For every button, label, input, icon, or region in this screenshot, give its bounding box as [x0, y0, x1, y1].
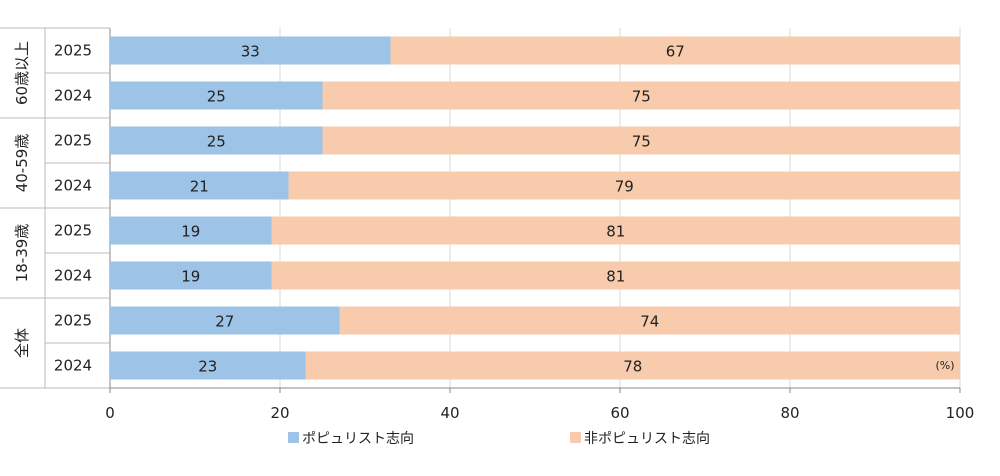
legend-swatch	[288, 432, 299, 443]
year-label: 2025	[54, 222, 92, 240]
data-label-populist: 25	[207, 133, 226, 151]
legend-label: ポピュリスト志向	[302, 431, 414, 447]
group-label: 18-39歳	[13, 224, 31, 283]
x-tick-label: 40	[440, 404, 459, 422]
data-label-non-populist: 74	[640, 313, 659, 331]
bar-populist	[110, 216, 272, 245]
data-label-populist: 33	[241, 43, 260, 61]
group-label: 60歳以上	[13, 41, 31, 105]
data-label-non-populist: 78	[623, 358, 642, 376]
bar-populist	[110, 306, 340, 335]
data-label-non-populist: 81	[606, 223, 625, 241]
group-label: 全体	[13, 328, 31, 358]
bar-populist	[110, 81, 323, 110]
bar-non-populist	[288, 171, 960, 200]
bar-populist	[110, 126, 323, 155]
data-label-populist: 27	[215, 313, 234, 331]
bar-populist	[110, 261, 272, 290]
bar-non-populist	[305, 351, 960, 380]
data-label-non-populist: 75	[632, 88, 651, 106]
data-label-non-populist: 79	[615, 178, 634, 196]
group-label: 40-59歳	[13, 134, 31, 193]
bar-non-populist	[271, 261, 960, 290]
data-label-non-populist: 81	[606, 268, 625, 286]
unit-label: (%)	[935, 359, 954, 372]
bar-populist	[110, 36, 391, 65]
legend-label: 非ポピュリスト志向	[584, 431, 710, 447]
legend: ポピュリスト志向 非ポピュリスト志向	[288, 431, 710, 447]
x-axis: 0 20 40 60 80 100	[105, 387, 975, 422]
year-label: 2025	[54, 42, 92, 60]
data-label-populist: 19	[181, 223, 200, 241]
year-label: 2024	[54, 357, 92, 375]
bar-populist	[110, 351, 306, 380]
bar-non-populist	[339, 306, 960, 335]
data-label-non-populist: 67	[666, 43, 685, 61]
data-label-populist: 21	[190, 178, 209, 196]
data-label-populist: 25	[207, 88, 226, 106]
x-tick-label: 60	[610, 404, 629, 422]
bar-non-populist	[271, 216, 960, 245]
bar-populist	[110, 171, 289, 200]
x-tick-label: 20	[270, 404, 289, 422]
bar-non-populist	[390, 36, 960, 65]
data-label-populist: 19	[181, 268, 200, 286]
year-label: 2025	[54, 132, 92, 150]
legend-swatch	[570, 432, 581, 443]
bars: 33 67 25 75 25 75 21 79 19 81 19 81 27 74 23 78	[110, 36, 960, 380]
bar-non-populist	[322, 126, 960, 155]
data-label-non-populist: 75	[632, 133, 651, 151]
category-table: 60歳以上 2025 2024 40-59歳 2025 2024 18-39歳 2025 202…	[0, 27, 111, 393]
x-tick-label: 100	[946, 404, 975, 422]
year-label: 2025	[54, 312, 92, 330]
year-label: 2024	[54, 87, 92, 105]
year-label: 2024	[54, 267, 92, 285]
year-label: 2024	[54, 177, 92, 195]
x-tick-label: 80	[780, 404, 799, 422]
bar-non-populist	[322, 81, 960, 110]
x-tick-label: 0	[105, 404, 115, 422]
data-label-populist: 23	[198, 358, 217, 376]
